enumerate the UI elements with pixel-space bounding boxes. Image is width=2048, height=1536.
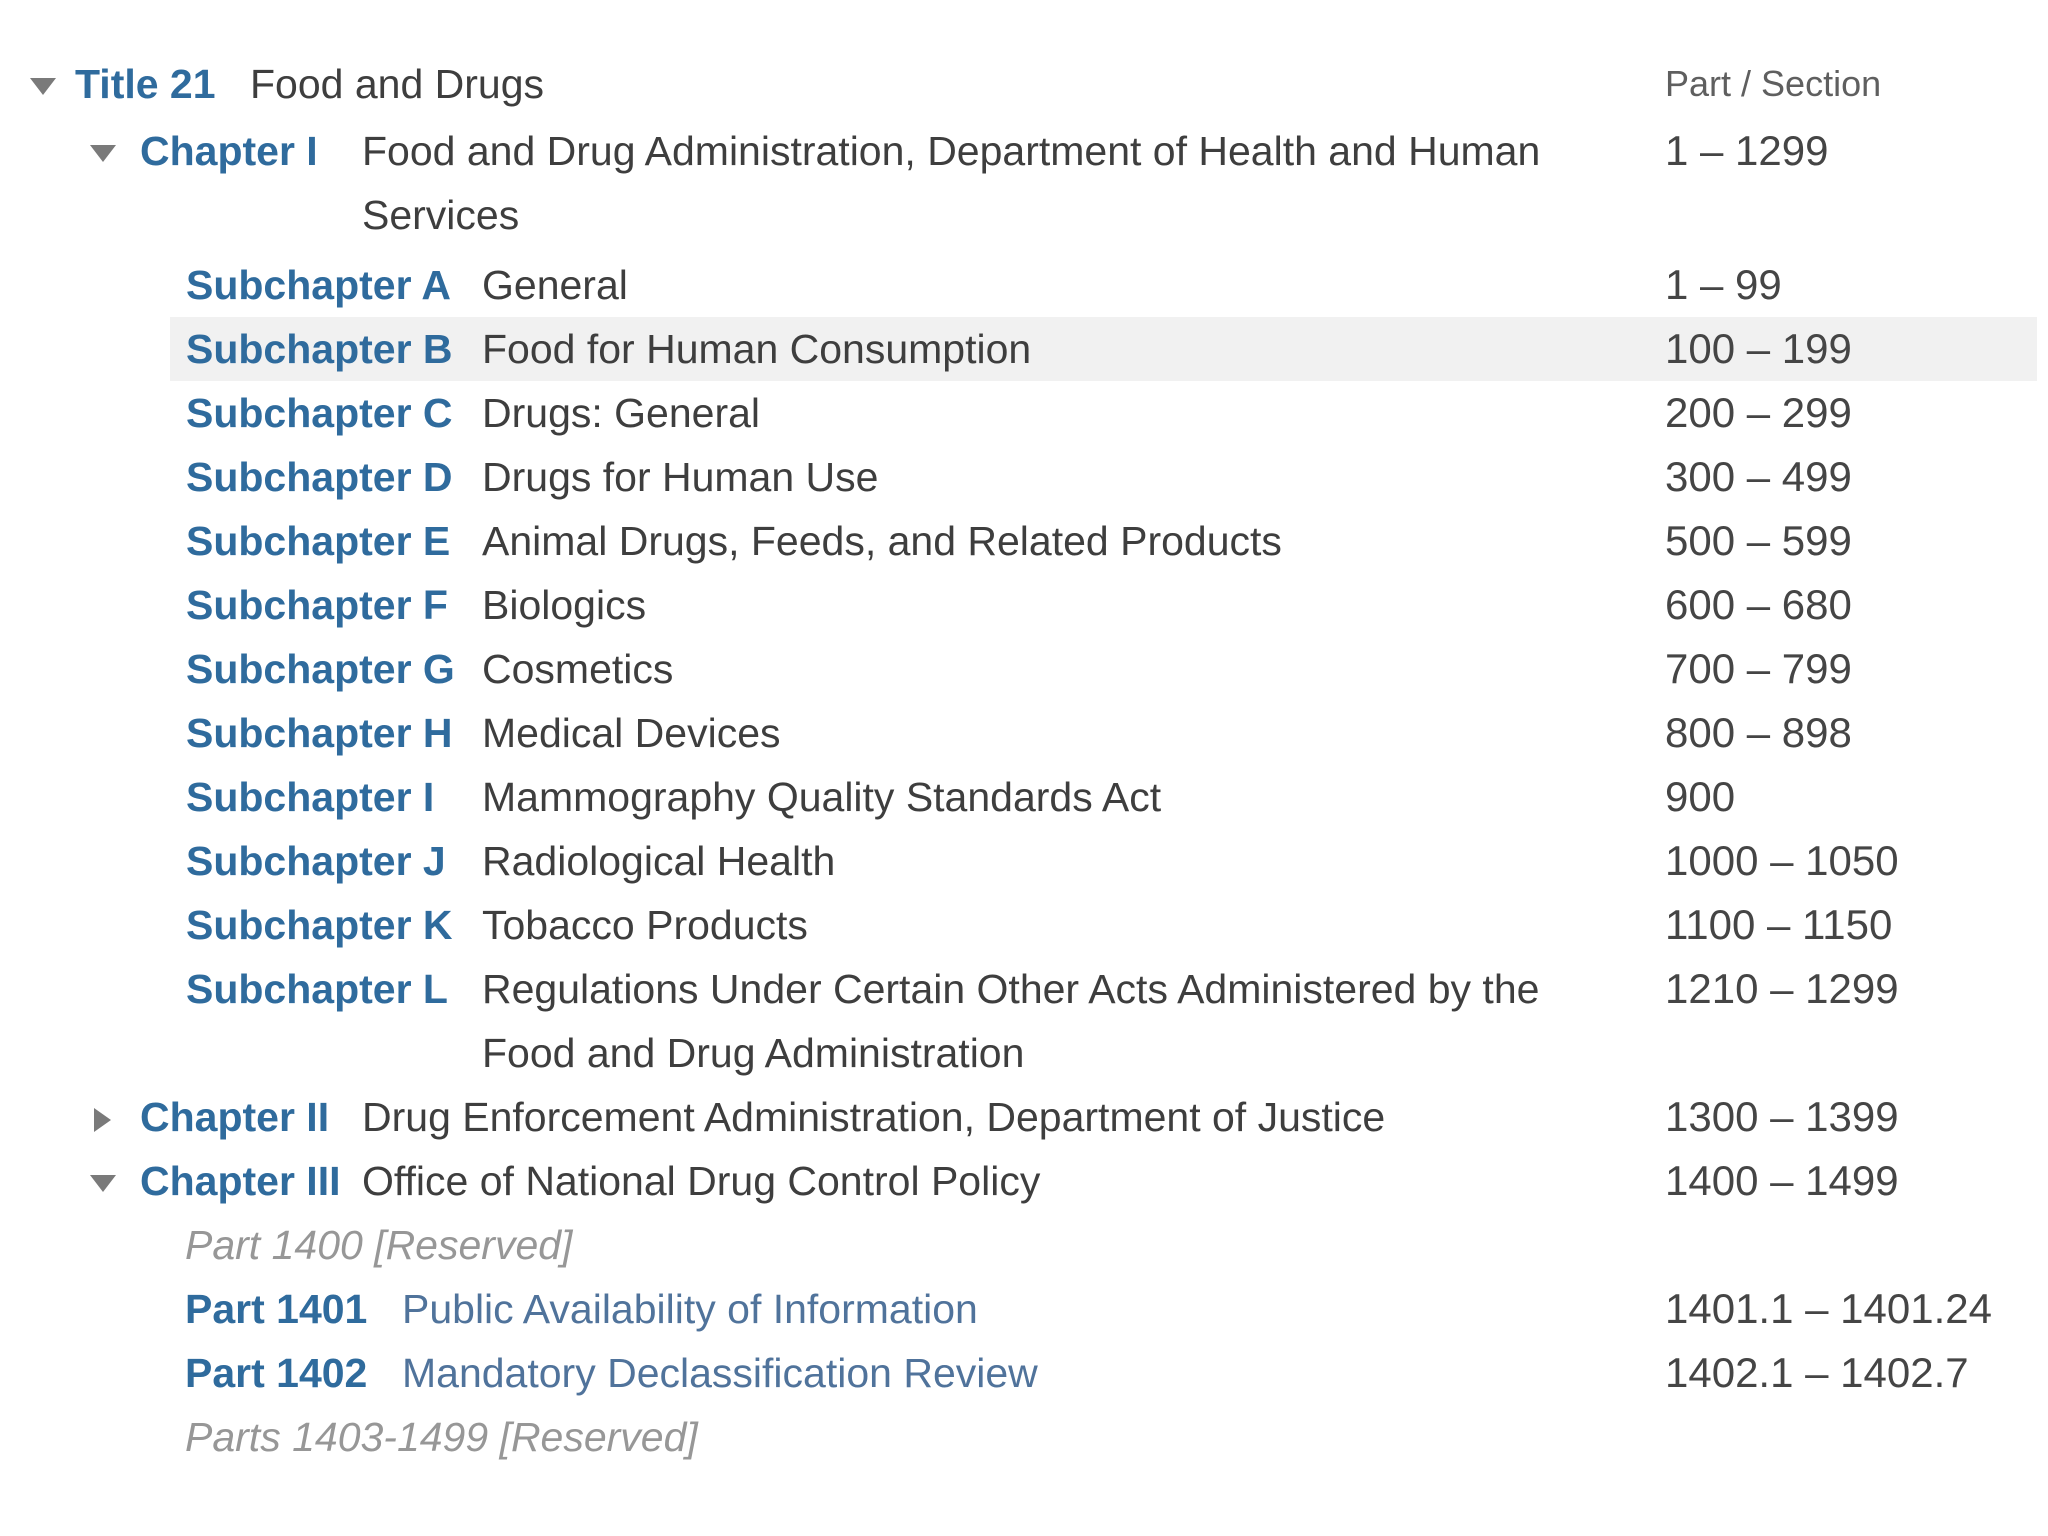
toc-item-title[interactable]: Mammography Quality Standards Act: [482, 774, 1162, 820]
expand-collapse-toggle-icon[interactable]: [30, 75, 56, 97]
toc-item-title[interactable]: Drug Enforcement Administration, Departm…: [362, 1094, 1386, 1140]
toc-row-part[interactable]: Part 1401 Public Availability of Informa…: [0, 1277, 2048, 1341]
part-section-range: 700 – 799: [1665, 645, 1852, 692]
toc-item-label[interactable]: Subchapter L: [186, 966, 448, 1012]
toc-row-subchapter[interactable]: Subchapter B Food for Human Consumption …: [0, 317, 2048, 381]
part-section-range: 1400 – 1499: [1665, 1157, 1899, 1204]
toc-item-title[interactable]: Food and Drugs: [250, 61, 545, 107]
toc-item-label[interactable]: Chapter III: [140, 1158, 341, 1204]
part-section-range: 1210 – 1299: [1665, 965, 1899, 1012]
toc-item-title: Parts 1403-1499 [Reserved]: [185, 1414, 698, 1460]
part-section-range: 300 – 499: [1665, 453, 1852, 500]
part-section-range: 100 – 199: [1665, 325, 1852, 372]
toc-row-chapter[interactable]: Chapter III Office of National Drug Cont…: [0, 1149, 2048, 1213]
expand-collapse-toggle-icon[interactable]: [90, 1108, 116, 1132]
toc-item-label[interactable]: Subchapter H: [186, 710, 453, 756]
toc-row-chapter[interactable]: Chapter I Food and Drug Administration, …: [0, 119, 2048, 247]
toc-row-subchapter[interactable]: Subchapter H Medical Devices 800 – 898: [0, 701, 2048, 765]
toc-item-label[interactable]: Title 21: [75, 61, 216, 107]
toc-item-label[interactable]: Subchapter F: [186, 582, 448, 628]
expand-collapse-toggle-icon[interactable]: [90, 1172, 116, 1194]
toc-row-subchapter[interactable]: Subchapter J Radiological Health 1000 – …: [0, 829, 2048, 893]
part-section-column-header: Part / Section: [1665, 63, 1882, 104]
toc-item-title[interactable]: Drugs: General: [482, 390, 761, 436]
toc-item-title[interactable]: Cosmetics: [482, 646, 674, 692]
toc-item-label[interactable]: Part 1401: [185, 1286, 368, 1332]
toc-item-label[interactable]: Part 1402: [185, 1350, 368, 1396]
toc-item-title[interactable]: Tobacco Products: [482, 902, 808, 948]
part-section-range: 1402.1 – 1402.7: [1665, 1349, 1969, 1396]
toc-item-label[interactable]: Chapter II: [140, 1094, 330, 1140]
toc-item-title[interactable]: Biologics: [482, 582, 647, 628]
toc-item-title[interactable]: Mandatory Declassification Review: [402, 1350, 1038, 1396]
toc-item-title[interactable]: Radiological Health: [482, 838, 836, 884]
toc-item-title[interactable]: Drugs for Human Use: [482, 454, 879, 500]
toc-item-label[interactable]: Subchapter G: [186, 646, 455, 692]
toc-row-title[interactable]: Title 21 Food and Drugs: [0, 52, 2048, 116]
toc-row-part[interactable]: Part 1402 Mandatory Declassification Rev…: [0, 1341, 2048, 1405]
part-section-range: 500 – 599: [1665, 517, 1852, 564]
expand-collapse-toggle-icon[interactable]: [90, 142, 116, 164]
toc-tree: Part / Section Title 21 Food and Drugs C…: [0, 52, 2048, 1469]
toc-item-title[interactable]: Regulations Under Certain Other Acts Adm…: [482, 966, 1540, 1076]
part-section-range: 600 – 680: [1665, 581, 1852, 628]
part-section-range: 1100 – 1150: [1665, 901, 1893, 948]
toc-row-subchapter[interactable]: Subchapter F Biologics 600 – 680: [0, 573, 2048, 637]
part-section-range: 1000 – 1050: [1665, 837, 1899, 884]
toc-item-label[interactable]: Subchapter E: [186, 518, 451, 564]
part-section-range: 1 – 1299: [1665, 127, 1829, 174]
toc-item-title[interactable]: General: [482, 262, 628, 308]
toc-row-subchapter[interactable]: Subchapter C Drugs: General 200 – 299: [0, 381, 2048, 445]
triangle-icon: [30, 78, 56, 95]
toc-row-subchapter[interactable]: Subchapter L Regulations Under Certain O…: [0, 957, 2048, 1085]
toc-rows-container: Title 21 Food and Drugs Chapter I Food a…: [0, 52, 2048, 1469]
toc-item-title: Part 1400 [Reserved]: [185, 1222, 573, 1268]
part-section-range: 1300 – 1399: [1665, 1093, 1899, 1140]
toc-row-reserved[interactable]: Parts 1403-1499 [Reserved]: [0, 1405, 2048, 1469]
toc-row-subchapter[interactable]: Subchapter I Mammography Quality Standar…: [0, 765, 2048, 829]
triangle-icon: [90, 1175, 116, 1192]
toc-item-title[interactable]: Animal Drugs, Feeds, and Related Product…: [482, 518, 1282, 564]
part-section-range: 800 – 898: [1665, 709, 1852, 756]
toc-row-subchapter[interactable]: Subchapter A General 1 – 99: [0, 253, 2048, 317]
toc-item-label[interactable]: Subchapter A: [186, 262, 452, 308]
triangle-icon: [90, 145, 116, 162]
toc-item-label[interactable]: Subchapter C: [186, 390, 453, 436]
part-section-range: 900: [1665, 773, 1736, 820]
part-section-range: 1 – 99: [1665, 261, 1782, 308]
toc-item-label[interactable]: Subchapter K: [186, 902, 453, 948]
triangle-icon: [94, 1108, 111, 1132]
toc-item-title[interactable]: Food and Drug Administration, Department…: [362, 128, 1541, 238]
toc-item-title[interactable]: Medical Devices: [482, 710, 781, 756]
toc-item-title[interactable]: Office of National Drug Control Policy: [362, 1158, 1041, 1204]
toc-item-label[interactable]: Subchapter J: [186, 838, 446, 884]
toc-row-chapter[interactable]: Chapter II Drug Enforcement Administrati…: [0, 1085, 2048, 1149]
toc-row-reserved[interactable]: Part 1400 [Reserved]: [0, 1213, 2048, 1277]
toc-row-subchapter[interactable]: Subchapter E Animal Drugs, Feeds, and Re…: [0, 509, 2048, 573]
toc-item-label[interactable]: Subchapter D: [186, 454, 453, 500]
toc-row-subchapter[interactable]: Subchapter G Cosmetics 700 – 799: [0, 637, 2048, 701]
toc-item-label[interactable]: Chapter I: [140, 128, 318, 174]
toc-item-title[interactable]: Public Availability of Information: [402, 1286, 978, 1332]
toc-item-label[interactable]: Subchapter I: [186, 774, 435, 820]
part-section-range: 200 – 299: [1665, 389, 1852, 436]
toc-row-subchapter[interactable]: Subchapter D Drugs for Human Use 300 – 4…: [0, 445, 2048, 509]
toc-item-title[interactable]: Food for Human Consumption: [482, 326, 1032, 372]
toc-item-label[interactable]: Subchapter B: [186, 326, 453, 372]
part-section-range: 1401.1 – 1401.24: [1665, 1285, 1992, 1332]
toc-row-subchapter[interactable]: Subchapter K Tobacco Products 1100 – 115…: [0, 893, 2048, 957]
